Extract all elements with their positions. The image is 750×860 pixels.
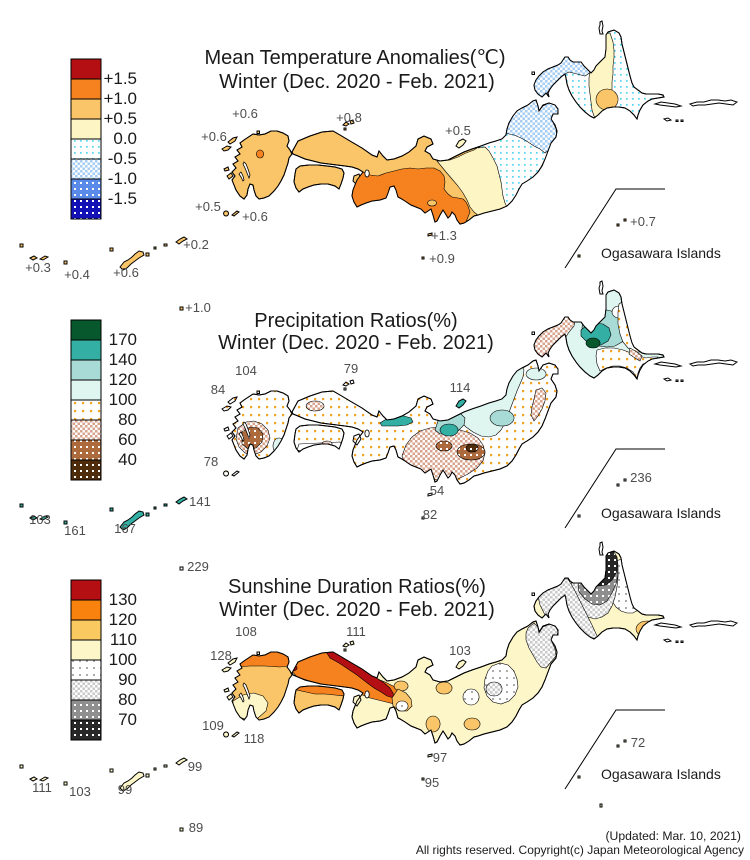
svg-text:128: 128 [210, 648, 232, 663]
svg-text:167: 167 [114, 521, 136, 536]
svg-text:141: 141 [189, 494, 211, 509]
svg-text:+0.8: +0.8 [336, 110, 362, 125]
svg-text:80: 80 [118, 410, 137, 429]
svg-text:90: 90 [118, 670, 137, 689]
svg-text:Winter (Dec. 2020 - Feb. 2021): Winter (Dec. 2020 - Feb. 2021) [219, 71, 495, 93]
svg-text:+0.6: +0.6 [242, 209, 268, 224]
svg-text:+1.5: +1.5 [103, 69, 137, 88]
svg-text:-1.5: -1.5 [108, 189, 137, 208]
svg-text:161: 161 [64, 523, 86, 538]
svg-text:236: 236 [630, 470, 652, 485]
svg-text:-1.0: -1.0 [108, 169, 137, 188]
svg-text:97: 97 [433, 750, 447, 765]
svg-text:+1.3: +1.3 [431, 228, 457, 243]
svg-text:Mean Temperature Anomalies(℃): Mean Temperature Anomalies(℃) [204, 47, 505, 69]
svg-text:Winter (Dec. 2020 - Feb. 2021): Winter (Dec. 2020 - Feb. 2021) [218, 332, 494, 354]
svg-text:103: 103 [69, 784, 91, 799]
svg-text:+0.6: +0.6 [113, 265, 139, 280]
svg-text:+0.9: +0.9 [429, 251, 455, 266]
svg-text:100: 100 [109, 390, 137, 409]
svg-text:Ogasawara Islands: Ogasawara Islands [601, 766, 721, 782]
svg-text:95: 95 [425, 775, 439, 790]
svg-text:82: 82 [423, 507, 437, 522]
svg-text:+0.2: +0.2 [183, 237, 209, 252]
svg-text:+1.0: +1.0 [103, 89, 137, 108]
svg-text:+1.0: +1.0 [185, 300, 211, 315]
svg-text:Winter (Dec. 2020 - Feb. 2021): Winter (Dec. 2020 - Feb. 2021) [219, 599, 495, 621]
svg-text:89: 89 [189, 820, 203, 835]
svg-text:+0.5: +0.5 [195, 199, 221, 214]
svg-text:229: 229 [187, 559, 209, 574]
svg-text:84: 84 [211, 382, 225, 397]
svg-text:120: 120 [109, 370, 137, 389]
svg-text:130: 130 [109, 590, 137, 609]
svg-text:120: 120 [109, 610, 137, 629]
svg-text:79: 79 [344, 361, 358, 376]
svg-text:104: 104 [235, 363, 257, 378]
svg-text:+0.5: +0.5 [103, 109, 137, 128]
svg-text:99: 99 [188, 759, 202, 774]
svg-text:72: 72 [631, 735, 645, 750]
svg-text:99: 99 [118, 782, 132, 797]
svg-text:+0.4: +0.4 [64, 267, 90, 282]
svg-text:54: 54 [430, 483, 444, 498]
svg-text:+0.3: +0.3 [25, 260, 51, 275]
svg-text:110: 110 [110, 630, 137, 649]
svg-text:103: 103 [29, 512, 51, 527]
svg-text:111: 111 [32, 780, 52, 795]
svg-text:+0.6: +0.6 [201, 129, 227, 144]
svg-text:60: 60 [118, 430, 137, 449]
svg-text:100: 100 [109, 650, 137, 669]
svg-text:108: 108 [235, 624, 257, 639]
svg-text:111: 111 [346, 624, 366, 639]
svg-text:Sunshine Duration Ratios(%): Sunshine Duration Ratios(%) [228, 576, 486, 598]
svg-text:0.0: 0.0 [113, 129, 137, 148]
svg-text:114: 114 [450, 380, 471, 395]
svg-text:40: 40 [118, 450, 137, 469]
svg-text:+0.6: +0.6 [232, 106, 258, 121]
svg-text:80: 80 [118, 690, 137, 709]
svg-text:-0.5: -0.5 [108, 149, 137, 168]
svg-text:Ogasawara Islands: Ogasawara Islands [601, 245, 721, 261]
svg-text:+0.7: +0.7 [630, 214, 656, 229]
svg-text:103: 103 [449, 643, 471, 658]
svg-text:All rights reserved. Copyright: All rights reserved. Copyright(c) Japan … [416, 843, 744, 857]
svg-text:170: 170 [109, 330, 137, 349]
svg-text:140: 140 [109, 350, 137, 369]
svg-text:78: 78 [204, 454, 218, 469]
svg-text:Ogasawara Islands: Ogasawara Islands [601, 505, 721, 521]
svg-text:118: 118 [244, 731, 265, 746]
svg-text:(Updated: Mar. 10, 2021): (Updated: Mar. 10, 2021) [606, 829, 742, 843]
svg-text:70: 70 [118, 710, 137, 729]
svg-text:Precipitation Ratios(%): Precipitation Ratios(%) [254, 310, 457, 332]
svg-text:+0.5: +0.5 [445, 123, 471, 138]
svg-text:109: 109 [202, 718, 224, 733]
